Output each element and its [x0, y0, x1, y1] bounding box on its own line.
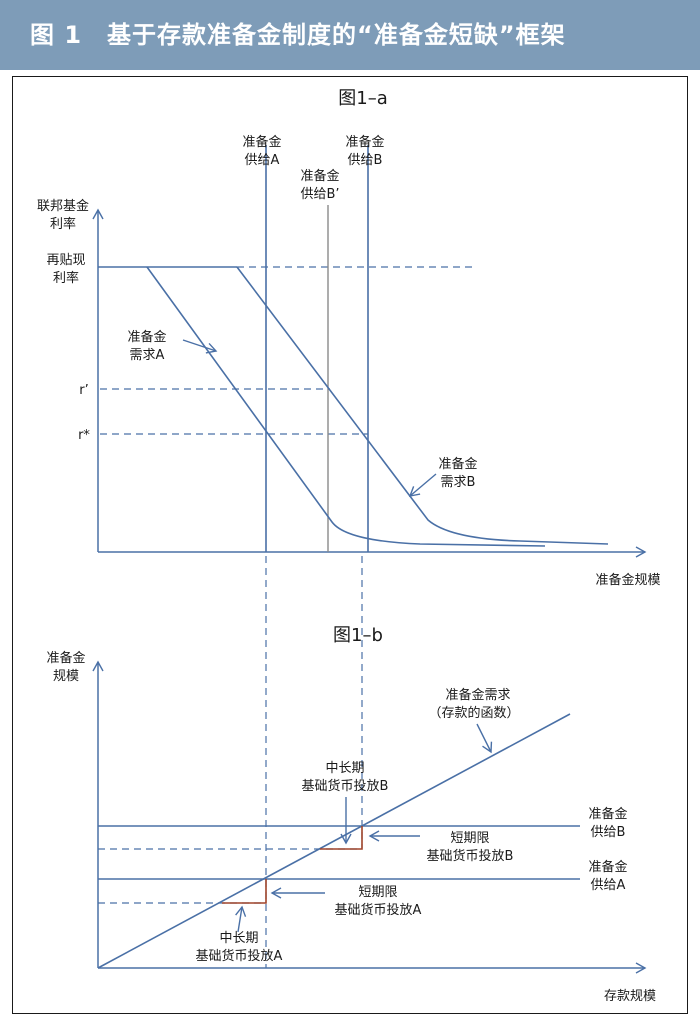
discount-rate-label-line1: 再贴现	[46, 253, 85, 268]
figure-1a-subtitle: 图1–a	[338, 88, 387, 109]
fig-a-y-axis-label-line1: 联邦基金	[37, 198, 89, 214]
figure-1a-labels: 联邦基金 利率 再贴现 利率 r’ r* 准备金 供给A 准备金 供给B 准备金…	[37, 134, 661, 588]
short-b-label-line2: 基础货币投放B	[427, 848, 514, 864]
demand-b-label-line2: 需求B	[441, 475, 476, 490]
r-star-label: r*	[78, 428, 90, 443]
fig-b-supply-a-label-line1: 准备金	[588, 859, 627, 875]
supply-b-label-line2: 供给B	[348, 153, 383, 168]
demand-a-label-line2: 需求A	[130, 348, 165, 363]
supply-b-prime-label-line2: 供给B’	[300, 187, 339, 202]
figure-frame	[12, 76, 688, 1014]
supply-b-prime-label-line1: 准备金	[300, 168, 339, 184]
fig-a-x-axis-label: 准备金规模	[595, 572, 660, 588]
fig-b-supply-b-label-line2: 供给B	[591, 825, 626, 840]
fig-b-demand-label-line2: （存款的函数）	[428, 705, 519, 721]
fig-b-x-axis-label: 存款规模	[604, 989, 656, 1004]
figure-1a: 图1–a	[92, 88, 647, 558]
mid-long-b-label-line1: 中长期	[325, 761, 364, 776]
demand-b-label-line1: 准备金	[438, 456, 477, 472]
fig-b-step-b	[320, 826, 363, 850]
figure-title: 图 1 基于存款准备金制度的“准备金短缺”框架	[30, 21, 566, 49]
mid-long-a-label-line2: 基础货币投放A	[196, 948, 283, 964]
fig-b-step-a	[222, 879, 267, 904]
r-prime-label: r’	[79, 383, 88, 398]
discount-rate-label-line2: 利率	[53, 270, 79, 286]
figure-1b: 图1–b	[92, 625, 647, 974]
demand-a-label-line1: 准备金	[127, 329, 166, 345]
fig-b-demand-label-line1: 准备金需求	[445, 687, 510, 703]
fig-b-demand-pointer-arrow	[476, 723, 493, 754]
short-a-label-line1: 短期限	[358, 885, 397, 900]
mid-long-b-label-line2: 基础货币投放B	[302, 778, 389, 794]
demand-b-pointer-arrow	[408, 473, 437, 497]
figure-header: 图 1 基于存款准备金制度的“准备金短缺”框架	[0, 0, 700, 70]
fig-b-supply-a-label-line2: 供给A	[591, 878, 626, 893]
fig-b-supply-b-label-line1: 准备金	[588, 806, 627, 822]
panel-connectors	[265, 556, 363, 968]
short-b-label-line1: 短期限	[450, 831, 489, 846]
fig-b-y-axis-label-line1: 准备金	[46, 650, 85, 666]
short-a-label-line2: 基础货币投放A	[335, 902, 422, 918]
demand-a-curve	[146, 266, 546, 547]
fig-b-demand-line	[97, 713, 571, 969]
supply-a-label-line2: 供给A	[245, 153, 280, 168]
supply-b-label-line1: 准备金	[345, 134, 384, 150]
figure-1b-labels: 准备金 规模 准备金需求 （存款的函数） 中长期 基础货币投放B 准备金 供给B…	[46, 650, 656, 1004]
fig-a-y-axis-label-line2: 利率	[50, 216, 76, 232]
figure-1b-subtitle: 图1–b	[333, 625, 383, 646]
fig-b-y-axis-label-line2: 规模	[53, 669, 79, 684]
mid-long-a-label-line1: 中长期	[219, 931, 258, 946]
demand-a-pointer-arrow	[182, 339, 218, 354]
supply-a-label-line1: 准备金	[242, 134, 281, 150]
demand-b-curve	[236, 266, 609, 545]
mid-long-a-pointer-arrow	[235, 905, 247, 933]
